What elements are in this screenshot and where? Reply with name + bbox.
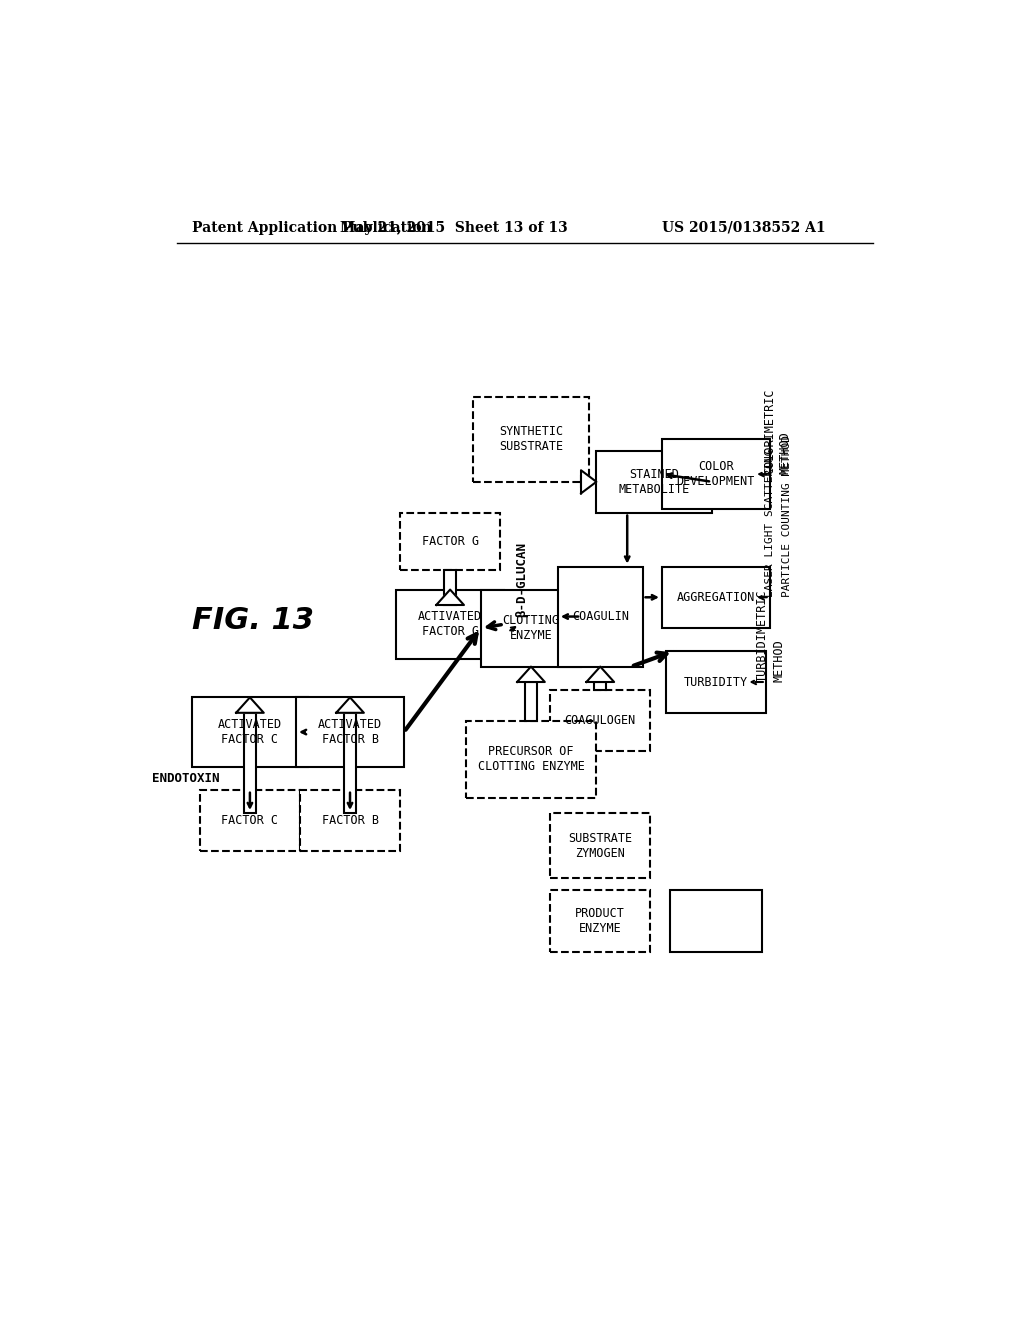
Bar (296, 697, 403, 767)
Text: METHOD: METHOD (778, 432, 792, 474)
Polygon shape (237, 697, 264, 713)
Bar (300, 789, 400, 851)
Bar (550, 890, 650, 952)
Bar (662, 440, 770, 508)
Text: ACTIVATED
FACTOR G: ACTIVATED FACTOR G (418, 610, 482, 639)
Text: METHOD: METHOD (772, 639, 785, 682)
Text: Patent Application Publication: Patent Application Publication (193, 220, 432, 235)
Polygon shape (336, 697, 364, 713)
Bar (444, 570, 457, 605)
Text: PRODUCT
ENZYME: PRODUCT ENZYME (575, 907, 626, 935)
Text: ACTIVATED
FACTOR B: ACTIVATED FACTOR B (317, 718, 382, 746)
Text: US 2015/0138552 A1: US 2015/0138552 A1 (662, 220, 825, 235)
Text: PARTICLE COUNTING METHOD: PARTICLE COUNTING METHOD (781, 436, 792, 598)
Bar (670, 890, 762, 952)
Text: SYNTHETIC
SUBSTRATE: SYNTHETIC SUBSTRATE (499, 425, 563, 454)
Text: TURBIDIMETRIC: TURBIDIMETRIC (756, 589, 768, 682)
Text: SUBSTRATE
ZYMOGEN: SUBSTRATE ZYMOGEN (568, 832, 633, 859)
Text: TURBIDITY: TURBIDITY (684, 676, 748, 689)
Text: FACTOR B: FACTOR B (322, 814, 379, 828)
Text: FACTOR C: FACTOR C (221, 814, 279, 828)
Bar (473, 397, 589, 482)
Bar (594, 682, 606, 689)
Polygon shape (581, 470, 596, 494)
Text: CLOTTING
ENZYME: CLOTTING ENZYME (503, 614, 559, 642)
Text: COAGULOGEN: COAGULOGEN (564, 714, 636, 727)
Bar (396, 590, 504, 659)
Text: STAINED
METABOLITE: STAINED METABOLITE (618, 467, 690, 496)
Bar (662, 566, 770, 628)
Text: COLORIMETRIC: COLORIMETRIC (763, 388, 776, 474)
Bar (193, 697, 307, 767)
Bar (524, 682, 538, 721)
Text: COLOR
DEVELOPMENT: COLOR DEVELOPMENT (677, 461, 755, 488)
Text: ENDOTOXIN: ENDOTOXIN (152, 772, 219, 785)
Bar (666, 651, 766, 713)
Bar (481, 590, 581, 667)
Bar (244, 713, 256, 813)
Text: FIG. 13: FIG. 13 (193, 606, 314, 635)
Bar (558, 566, 643, 667)
Text: FACTOR G: FACTOR G (422, 535, 478, 548)
Text: COAGULIN: COAGULIN (571, 610, 629, 623)
Text: PRECURSOR OF
CLOTTING ENZYME: PRECURSOR OF CLOTTING ENZYME (477, 744, 585, 774)
Polygon shape (436, 590, 464, 605)
Text: LASER LIGHT SCATTERING: LASER LIGHT SCATTERING (765, 449, 775, 598)
Polygon shape (587, 667, 614, 682)
Bar (466, 721, 596, 797)
Bar (596, 451, 712, 512)
Bar (581, 477, 589, 487)
Text: May 21, 2015  Sheet 13 of 13: May 21, 2015 Sheet 13 of 13 (340, 220, 568, 235)
Bar (550, 689, 650, 751)
Text: AGGREGATION: AGGREGATION (677, 591, 755, 603)
Bar (400, 512, 500, 570)
Bar (550, 813, 650, 878)
Polygon shape (517, 667, 545, 682)
Text: β-D-GLUCAN: β-D-GLUCAN (515, 543, 528, 616)
Bar (200, 789, 300, 851)
Bar (344, 713, 356, 813)
Text: ACTIVATED
FACTOR C: ACTIVATED FACTOR C (218, 718, 282, 746)
